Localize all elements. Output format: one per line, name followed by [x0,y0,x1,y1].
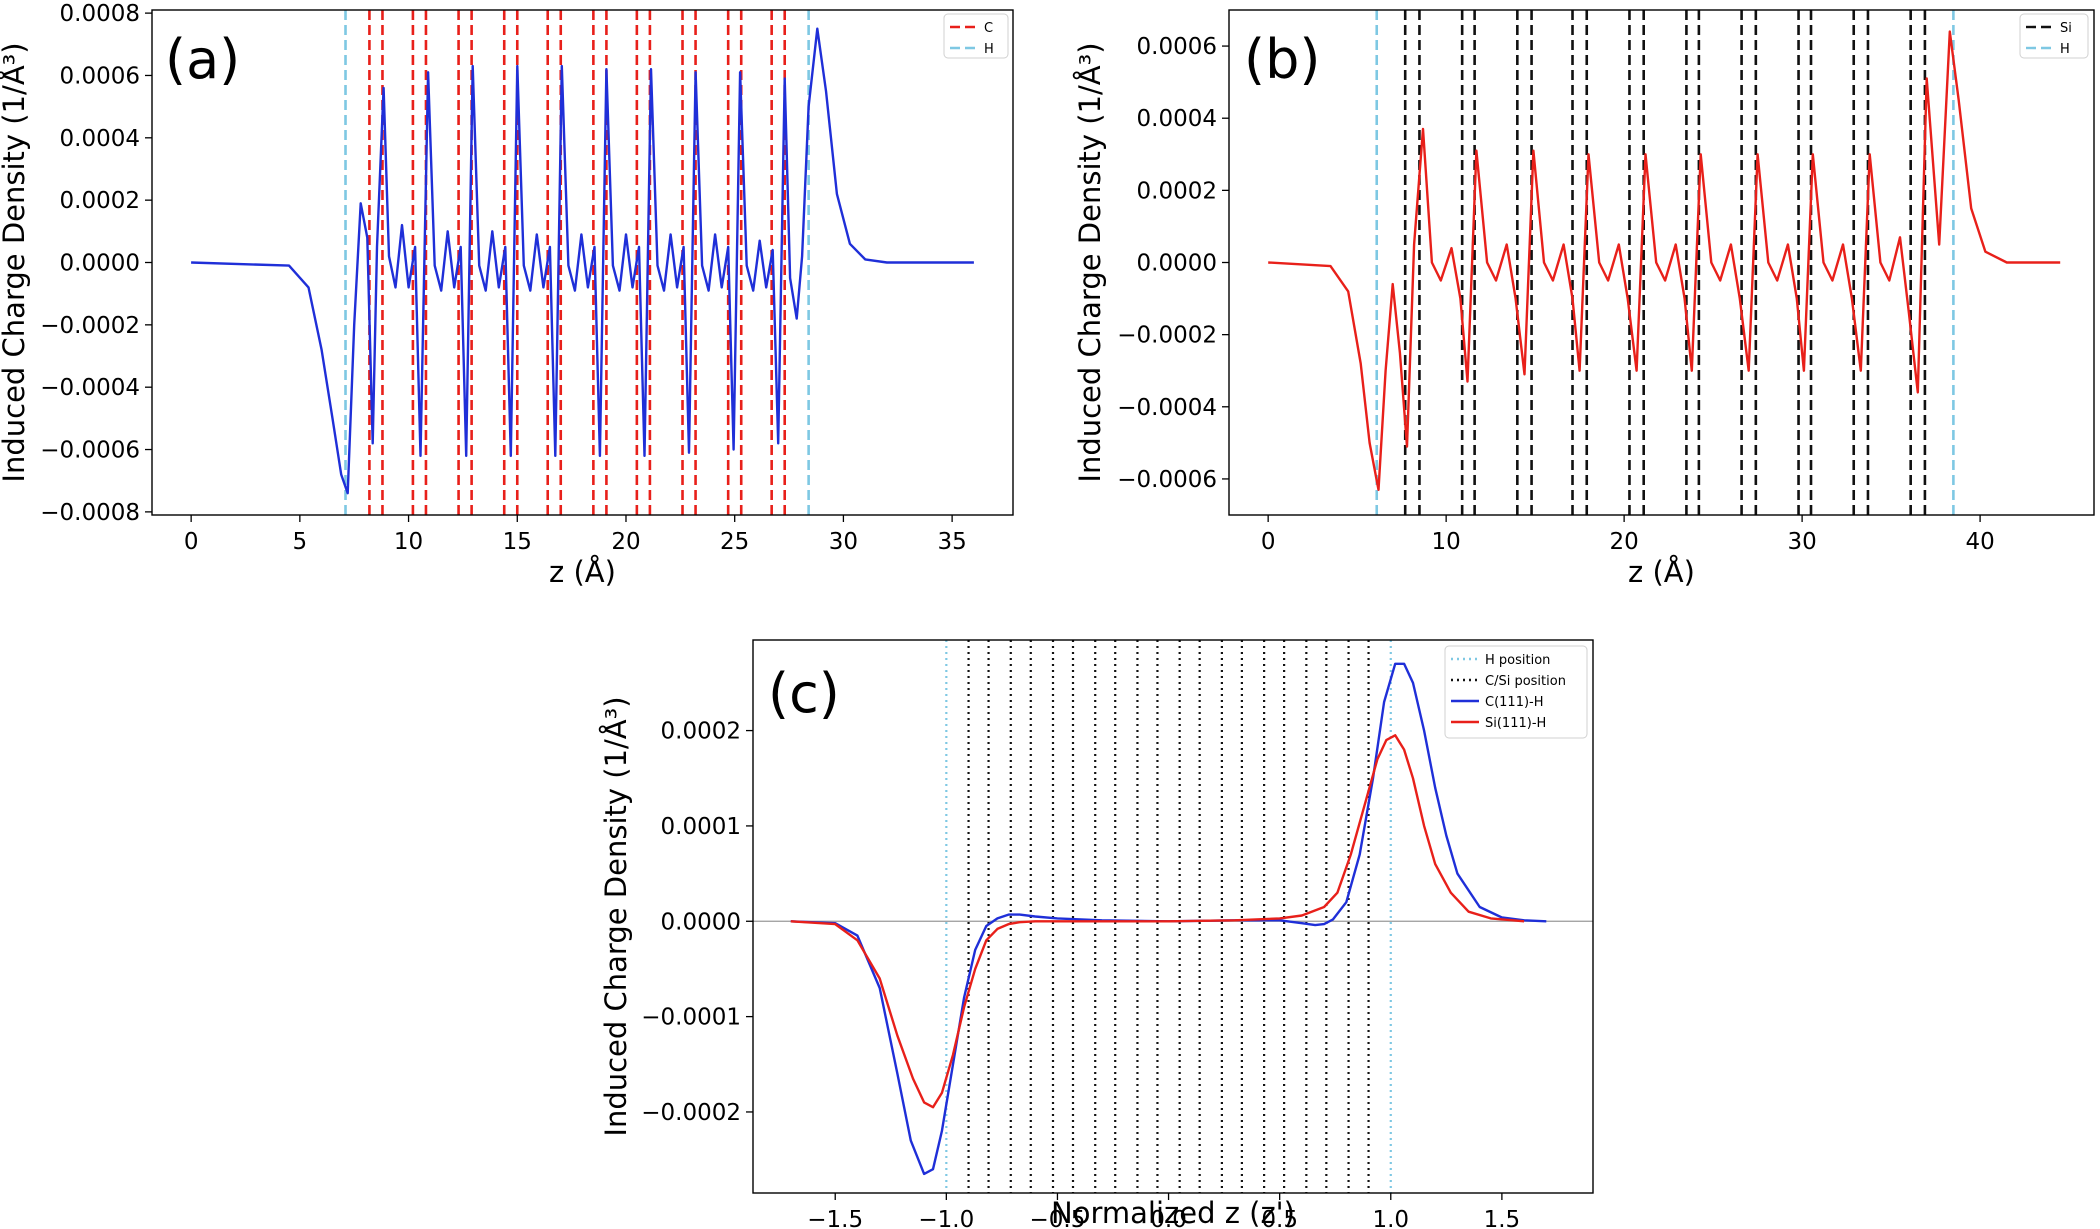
series-line-si-111-h [790,734,1525,1109]
y-tick-label: −0.0002 [1117,323,1217,349]
y-tick-label: −0.0001 [641,1005,741,1031]
x-tick-label: −1.5 [807,1207,863,1229]
x-tick-label: 1.5 [1484,1207,1521,1229]
x-tick-label: 30 [1787,529,1816,555]
y-tick-label: 0.0002 [661,719,741,745]
y-tick-label: 0.0006 [60,63,140,89]
x-tick-label: 25 [720,529,749,555]
legend-box [1444,645,1588,739]
x-tick-label: 5 [293,529,308,555]
y-tick-label: 0.0000 [1137,251,1217,277]
legend-label: C [984,21,993,36]
legend-label: H position [1485,653,1550,668]
x-tick-label: 10 [1431,529,1460,555]
y-tick-label: 0.0001 [661,814,741,840]
y-tick-label: −0.0002 [641,1100,741,1126]
y-tick-label: 0.0002 [60,188,140,214]
panel-a: 0 5 10 15 20 25 30 35 −0.0008 −0.0006 −0.0004 −0.00… [0,1,1014,589]
x-tick-label: 0 [1261,529,1276,555]
plot-area [753,640,1593,1193]
axes-frame [1228,9,2095,516]
y-axis-title: Induced Charge Density (1/Å³) [0,42,31,482]
series-line-c-111-h [790,662,1547,1176]
y-tick-label: −0.0002 [40,313,140,339]
y-tick-label: 0.0006 [1137,34,1217,60]
legend-label: Si [2060,21,2072,36]
panel-label: (c) [768,662,840,725]
y-tick-label: 0.0004 [60,126,140,152]
legend-box [2019,13,2089,59]
legend-box [943,13,1009,59]
x-tick-label: −0.5 [1030,1207,1086,1229]
x-tick-label: 30 [829,529,858,555]
x-tick-label: 1.0 [1372,1207,1409,1229]
legend-label: C(111)-H [1485,695,1544,710]
x-tick-label: 35 [937,529,966,555]
x-tick-label: 20 [611,529,640,555]
y-tick-label: 0.0002 [1137,178,1217,204]
legend-label: Si(111)-H [1485,716,1546,731]
x-tick-label: 0.0 [1150,1207,1187,1229]
y-tick-label: −0.0004 [1117,395,1217,421]
x-tick-label: 10 [394,529,423,555]
y-tick-label: −0.0008 [40,500,140,526]
legend-label: H [984,42,994,57]
x-tick-label: 20 [1609,529,1638,555]
series-line-0 [1268,30,2061,491]
series-line-0 [191,27,974,495]
y-tick-label: 0.0000 [60,251,140,277]
x-axis-title: z (Å) [1628,555,1695,589]
y-tick-label: 0.0004 [1137,106,1217,132]
x-axis-title: Normalized z (z') [1051,1196,1295,1229]
panel-b: 0 10 20 30 40 −0.0006 −0.0004 −0.0002 0.0000 0.00… [1073,9,2095,589]
x-tick-label: 15 [503,529,532,555]
x-tick-label: 40 [1965,529,1994,555]
x-tick-label: −1.0 [918,1207,974,1229]
y-tick-label: 0.0000 [661,909,741,935]
legend-label: H [2060,42,2070,57]
panel-c: −1.5 −1.0 −0.5 0.0 0.5 1.0 1.5 −0.0002 −0.0001 0.… [599,639,1594,1229]
x-tick-label: 0 [184,529,199,555]
plot-area [191,10,974,515]
x-tick-label: 0.5 [1261,1207,1298,1229]
y-axis-title: Induced Charge Density (1/Å³) [1073,42,1107,482]
y-axis-title: Induced Charge Density (1/Å³) [599,696,633,1136]
plot-area [1268,10,2061,515]
panel-label: (a) [165,28,240,91]
panel-label: (b) [1244,28,1320,91]
x-axis-title: z (Å) [549,555,616,589]
axes-frame [752,639,1594,1194]
y-tick-label: −0.0006 [40,438,140,464]
y-tick-label: 0.0008 [60,1,140,27]
y-tick-label: −0.0006 [1117,467,1217,493]
legend-label: C/Si position [1485,674,1566,689]
y-tick-label: −0.0004 [40,375,140,401]
